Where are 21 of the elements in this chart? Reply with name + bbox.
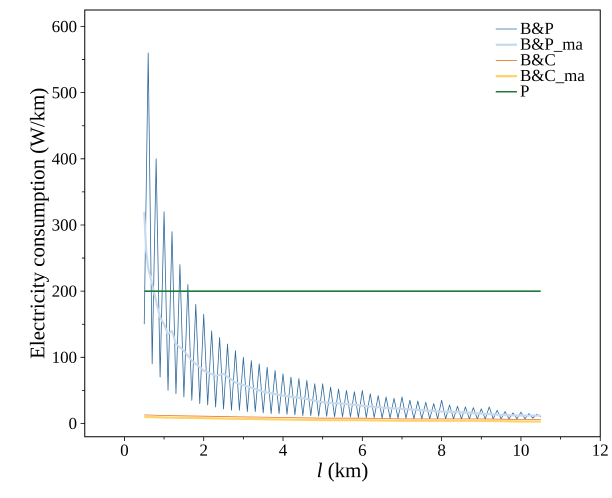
x-tick-label: 4 (279, 444, 287, 456)
x-axis-title: l (km) (318, 462, 368, 482)
legend-label: B&P_ma (520, 38, 583, 52)
y-tick-label: 300 (52, 220, 76, 231)
legend-label: B&C (520, 54, 555, 66)
legend-label: B&C_ma (520, 70, 585, 84)
y-tick-label: 100 (53, 352, 76, 364)
x-tick-label: 8 (438, 444, 446, 456)
y-tick-label: 600 (52, 21, 76, 32)
y-tick-label: 0 (69, 418, 76, 430)
x-tick-label: 10 (514, 444, 529, 456)
legend-label: B&P (520, 22, 554, 34)
x-tick-label: 2 (200, 444, 208, 456)
y-tick-label: 500 (52, 87, 76, 99)
x-tick-label: 12 (593, 444, 608, 456)
y-axis-title: Electricity consumption (W/km) (30, 88, 49, 359)
legend-label: P (520, 86, 529, 97)
y-tick-label: 400 (52, 153, 76, 165)
x-tick-label: 6 (358, 444, 366, 456)
y-tick-label: 200 (52, 286, 76, 298)
x-tick-label: 0 (120, 444, 128, 456)
